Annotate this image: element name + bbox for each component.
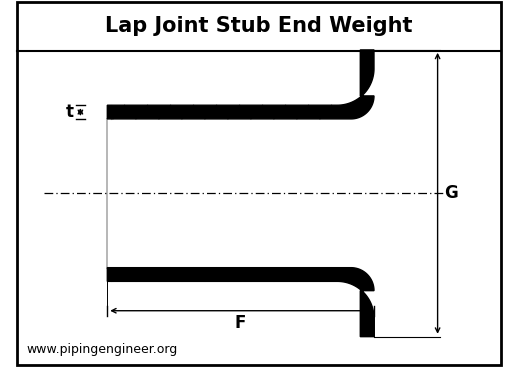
Text: Lap Joint Stub End Weight: Lap Joint Stub End Weight: [105, 16, 413, 36]
Text: www.pipingengineer.org: www.pipingengineer.org: [26, 343, 178, 356]
Text: t: t: [66, 103, 74, 121]
Text: F: F: [235, 314, 247, 332]
Polygon shape: [107, 50, 374, 119]
Polygon shape: [107, 268, 374, 337]
FancyBboxPatch shape: [17, 3, 501, 364]
Text: G: G: [444, 184, 458, 202]
